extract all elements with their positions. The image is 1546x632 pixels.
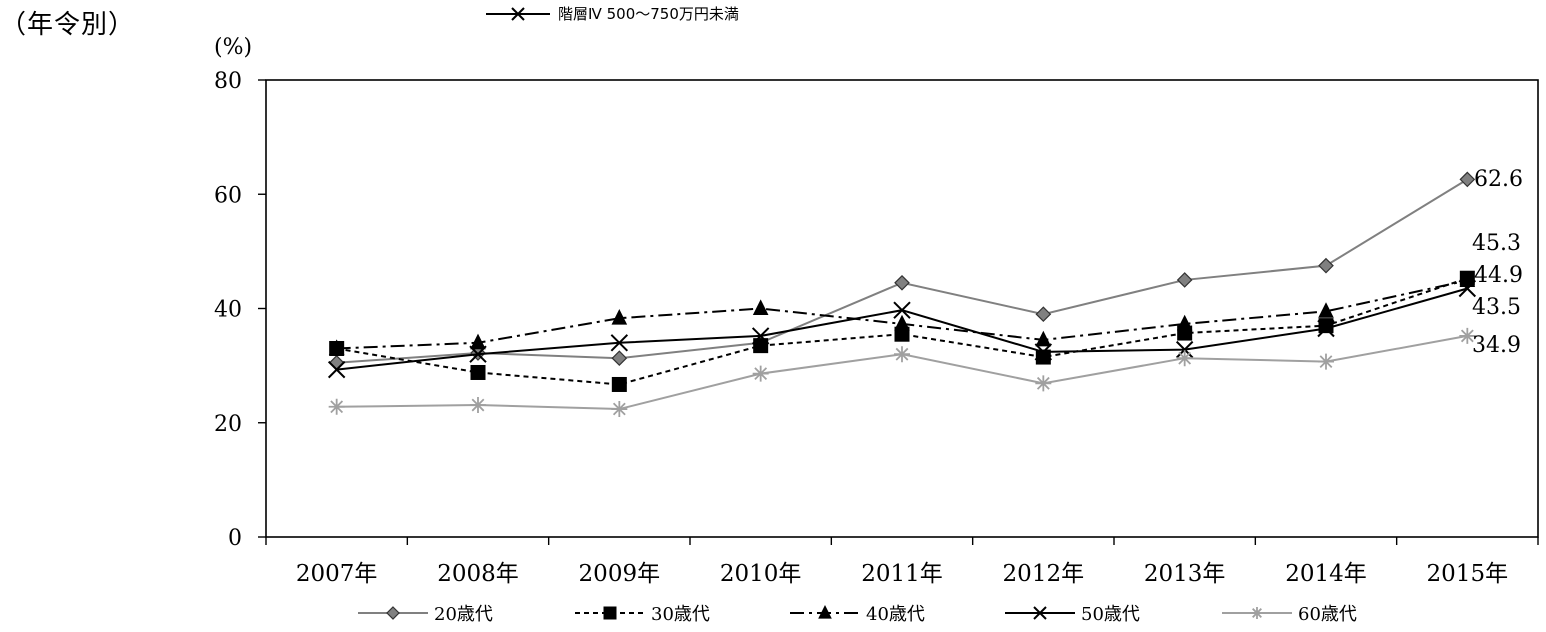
- series-1-point: [328, 354, 345, 371]
- end-data-label: 62.6: [1474, 167, 1523, 192]
- series-5-point: [894, 346, 910, 363]
- series-2-point: [470, 364, 486, 380]
- series-4-point: [1175, 340, 1194, 359]
- legend-label-2: 30歳代: [651, 604, 710, 625]
- series-4-point: [1317, 319, 1335, 338]
- x-tick-label: 2011年: [861, 561, 943, 587]
- legend-marker-2: [603, 606, 617, 620]
- series-4-point: [1458, 279, 1477, 298]
- series-1-point: [611, 350, 628, 367]
- series-1-point: [1035, 306, 1052, 323]
- y-tick-label: 80: [214, 69, 242, 94]
- x-tick-label: 2008年: [437, 561, 519, 587]
- series-4-point: [469, 345, 487, 363]
- y-tick-label: 40: [214, 298, 242, 323]
- series-2-point: [753, 338, 769, 354]
- x-tick-label: 2009年: [579, 561, 661, 587]
- series-5-point: [752, 365, 769, 382]
- plot-frame: [265, 79, 1539, 538]
- series-1-point: [1318, 257, 1334, 274]
- y-tick-label: 20: [214, 412, 242, 437]
- legend-label-1: 20歳代: [434, 604, 493, 625]
- header-legend-line-icon: [486, 6, 550, 21]
- x-tick-label: 2012年: [1003, 561, 1085, 587]
- series-5-point: [611, 401, 628, 418]
- legend-marker-3: [818, 604, 832, 619]
- legend-label-5: 60歳代: [1298, 604, 1357, 625]
- legend-label-3: 40歳代: [866, 604, 925, 625]
- series-5-point: [470, 397, 486, 414]
- series-1-point: [1176, 272, 1193, 288]
- series-4-point: [610, 334, 629, 352]
- series-4-point: [893, 301, 911, 319]
- series-4-point: [1034, 343, 1053, 361]
- series-5-point: [1318, 353, 1334, 370]
- series-line-2: [336, 277, 1468, 386]
- x-tick-label: 2010年: [720, 561, 802, 587]
- series-3-point: [611, 309, 628, 325]
- x-tick-label: 2013年: [1144, 561, 1226, 587]
- series-2-point: [1318, 318, 1334, 334]
- legend-marker-5: [1251, 607, 1263, 619]
- series-3-point: [1176, 314, 1193, 331]
- series-3-point: [328, 339, 345, 355]
- y-axis-label: (%): [214, 35, 252, 60]
- header-legend: 階層Ⅳ 500～750万円未満: [486, 3, 739, 24]
- series-4-point: [751, 327, 770, 345]
- y-tick-label: 0: [228, 526, 242, 551]
- end-data-label: 43.5: [1472, 295, 1521, 320]
- end-data-label: 44.9: [1474, 263, 1523, 288]
- series-5-point: [1459, 327, 1476, 344]
- y-tick-label: 60: [214, 183, 242, 208]
- series-1-point: [1459, 171, 1476, 188]
- legend-marker-1: [386, 606, 400, 620]
- header-legend-label: 階層Ⅳ 500～750万円未満: [558, 5, 739, 23]
- x-tick-label: 2014年: [1285, 561, 1367, 587]
- series-3-point: [470, 333, 486, 350]
- end-data-label: 34.9: [1472, 333, 1521, 358]
- legend-marker-4: [1033, 606, 1047, 620]
- series-4-point: [327, 360, 346, 379]
- series-5-point: [1176, 350, 1193, 367]
- page-label: （年令別）: [0, 10, 136, 40]
- series-5-point: [1035, 375, 1052, 392]
- series-3-point: [752, 299, 769, 315]
- legend-label-4: 50歳代: [1081, 604, 1140, 625]
- x-tick-label: 2015年: [1427, 561, 1509, 587]
- series-5-point: [328, 398, 345, 415]
- end-data-label: 45.3: [1472, 231, 1521, 256]
- series-3-point: [1318, 302, 1334, 318]
- series-2-point: [1035, 349, 1051, 365]
- series-3-point: [1035, 330, 1052, 347]
- series-2-point: [611, 376, 627, 392]
- series-3-point: [894, 314, 910, 331]
- series-3-point: [1459, 271, 1476, 287]
- series-1-point: [894, 274, 910, 291]
- x-tick-label: 2007年: [296, 561, 378, 587]
